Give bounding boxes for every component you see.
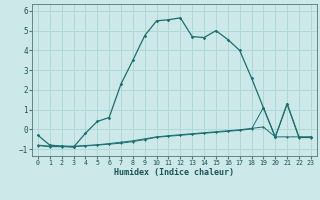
X-axis label: Humidex (Indice chaleur): Humidex (Indice chaleur) <box>115 168 234 177</box>
